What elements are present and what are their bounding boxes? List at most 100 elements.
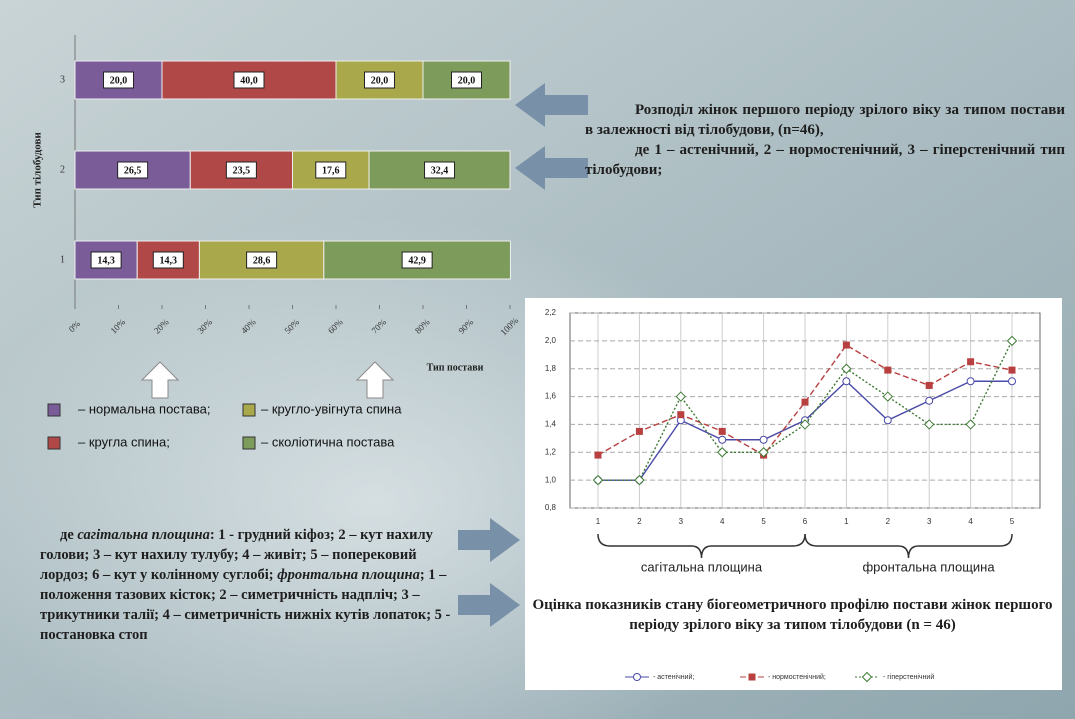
legend-swatch: [242, 436, 256, 450]
legend-swatch: [47, 403, 61, 417]
legend-label: – кругло-увігнута спина: [261, 401, 402, 416]
value-label: 20,0: [110, 75, 128, 86]
y-tick-label: 1,8: [545, 364, 557, 373]
bar-segment: [161, 60, 337, 100]
x-tick-label: 6: [803, 517, 808, 526]
x-tick-label: 4: [720, 517, 725, 526]
value-label-box: [90, 251, 122, 269]
series-line: [597, 344, 1013, 456]
x-tick-label: 3: [679, 517, 684, 526]
value-label-box: [233, 71, 265, 89]
x-tick-label: 5: [761, 517, 766, 526]
value-label: 28,6: [253, 255, 271, 266]
marker: [716, 447, 728, 458]
x-tick-label: 3: [927, 517, 932, 526]
marker: [799, 419, 811, 430]
marker: [965, 419, 976, 430]
value-label: 40,0: [240, 75, 258, 86]
group-brace: [804, 533, 1013, 559]
marker: [801, 398, 809, 406]
value-label-box: [117, 161, 149, 179]
y-tick-label: 1: [60, 254, 65, 265]
bar-caption: Розподіл жінок першого періоду зрілого в…: [585, 100, 1065, 180]
x-tick-label: 1: [844, 517, 849, 526]
y-tick-label: 1,4: [545, 420, 557, 429]
x-tick-label: 2: [637, 517, 642, 526]
x-tick-label: 2: [886, 517, 891, 526]
marker: [841, 363, 852, 374]
marker: [882, 391, 894, 402]
legend-label: - нормостенічний;: [768, 673, 826, 681]
marker: [883, 416, 892, 425]
y-axis-label: Тип тілобудови: [32, 132, 44, 208]
y-tick-label: 2,2: [545, 308, 557, 317]
marker: [759, 435, 768, 444]
marker: [718, 435, 727, 444]
value-label-box: [246, 251, 278, 269]
group-label: фронтальна площина: [862, 559, 995, 574]
value-label-box: [364, 71, 395, 89]
marker: [884, 366, 892, 374]
marker: [925, 396, 934, 405]
marker: [677, 411, 685, 419]
marker: [675, 391, 687, 402]
note: ; 1 – положення тазових кісток; 2 – симе…: [40, 567, 451, 643]
value-label-box: [315, 161, 347, 179]
group-label: сагітальна площина: [641, 559, 763, 574]
line-caption: Оцінка показників стану біогеометричного…: [532, 597, 1053, 633]
legend-label: – нормальна постава;: [78, 401, 210, 416]
x-tick-label: 4: [968, 517, 973, 526]
y-tick-label: 1,2: [545, 447, 557, 456]
legend-label: - астенічний;: [653, 673, 694, 681]
value-label-box: [225, 161, 257, 179]
value-label: 20,0: [458, 75, 476, 86]
y-tick-label: 1,6: [545, 392, 557, 401]
legend-label: – сколіотична постава: [261, 434, 395, 449]
y-tick-label: 1,0: [545, 475, 557, 484]
note: де: [60, 527, 78, 543]
note: : 1 - грудний кіфоз; 2 – кут нахилу голо…: [40, 527, 433, 583]
marker: [758, 447, 769, 458]
marker: [842, 341, 850, 349]
x-tick-label: 5: [1010, 517, 1015, 526]
y-tick-label: 2: [60, 164, 65, 175]
x-axis-label: Тип постави: [427, 362, 484, 373]
side-arrows: [458, 83, 588, 627]
marker: [861, 671, 873, 683]
caption-line: Розподіл жінок першого періоду зрілого в…: [585, 102, 1065, 138]
marker: [633, 673, 641, 681]
value-label-box: [424, 161, 456, 179]
value-label-box: [103, 71, 134, 89]
marker: [592, 474, 604, 486]
y-tick-label: 2,0: [545, 336, 557, 345]
value-label-box: [451, 71, 482, 89]
marker: [967, 358, 975, 366]
value-label: 14,3: [97, 255, 115, 266]
value-label: 14,3: [160, 255, 178, 266]
marker: [842, 377, 851, 386]
value-label: 20,0: [371, 75, 389, 86]
value-label-box: [152, 251, 184, 269]
value-label: 32,4: [431, 165, 449, 176]
marker: [925, 381, 933, 389]
marker: [748, 673, 756, 681]
caption-line: де 1 – астенічний, 2 – нормостенічний, 3…: [585, 142, 1065, 178]
notes: де сагітальна площина: 1 - грудний кіфоз…: [40, 525, 460, 645]
legend-label: - гіперстенічний: [883, 673, 934, 681]
note: фронтальна площина: [277, 567, 420, 583]
marker: [635, 427, 643, 435]
marker: [1006, 335, 1018, 347]
value-label: 26,5: [124, 165, 142, 176]
legend-label: – кругла спина;: [78, 434, 170, 449]
value-label: 42,9: [408, 255, 426, 266]
value-label-box: [401, 251, 433, 269]
marker: [634, 474, 645, 486]
y-tick-label: 0,8: [545, 503, 557, 512]
up-arrows: [140, 361, 395, 399]
y-tick-label: 3: [60, 74, 65, 85]
marker: [966, 377, 975, 386]
legend-swatch: [47, 436, 61, 450]
legend-swatch: [242, 403, 256, 417]
